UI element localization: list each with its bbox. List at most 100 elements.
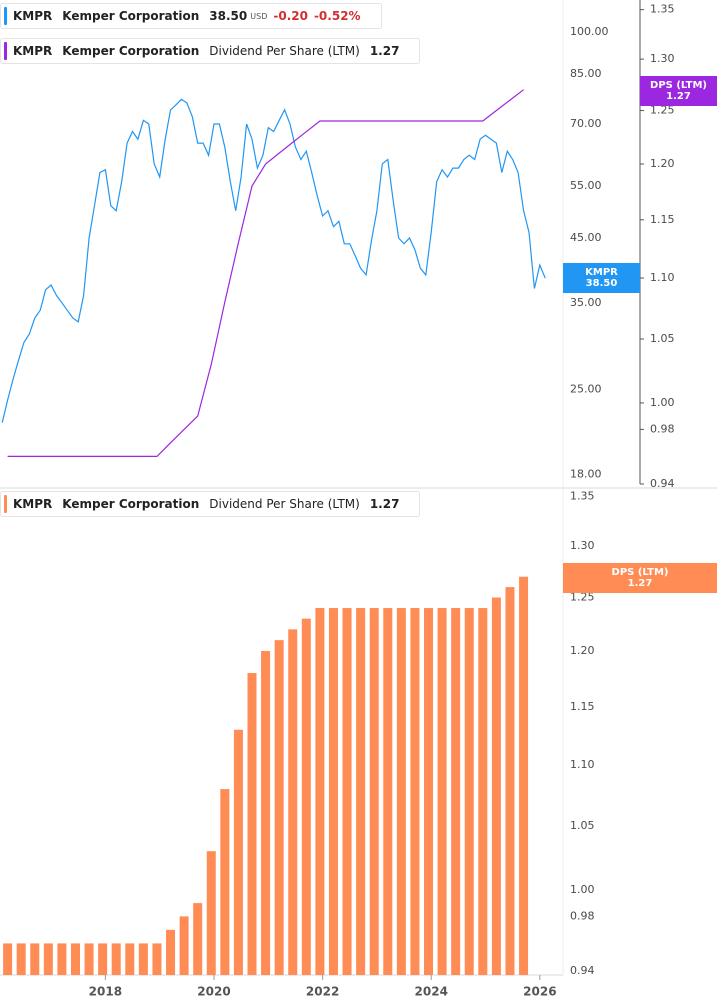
y-tick-label: 70.00: [570, 117, 602, 130]
badge-label: DPS (LTM): [611, 567, 669, 578]
x-tick-label: 2026: [523, 985, 556, 999]
bar: [16, 943, 26, 975]
y-tick-label: 55.00: [570, 179, 602, 192]
ticker: KMPR: [13, 9, 53, 23]
y-tick-label: 1.10: [570, 758, 595, 771]
price-legend[interactable]: KMPR Kemper Corporation 38.50 USD -0.20 …: [0, 3, 382, 29]
bar: [288, 629, 298, 975]
bar: [70, 943, 80, 975]
company: Kemper Corporation: [62, 9, 200, 23]
y-tick-label: 1.05: [570, 819, 595, 832]
y-tick-label: 0.94: [570, 964, 595, 977]
y-tick-label: 100.00: [570, 25, 609, 38]
bar: [369, 608, 379, 975]
bar: [247, 673, 257, 975]
y-tick-label: 0.98: [570, 909, 595, 922]
y2-tick-label: 1.30: [650, 52, 675, 65]
y2-tick-label: 0.94: [650, 477, 675, 490]
bar: [111, 943, 121, 975]
bar: [505, 587, 515, 975]
y2-tick-label: 1.35: [650, 3, 675, 16]
bar: [193, 903, 203, 975]
bar: [138, 943, 148, 975]
price-badge: KMPR 38.50: [563, 263, 640, 293]
bar: [342, 608, 352, 975]
currency: USD: [250, 11, 268, 21]
last-value: 1.27: [369, 44, 400, 58]
bar: [166, 929, 176, 975]
dps-badge: DPS (LTM) 1.27: [640, 76, 717, 106]
y-tick-label: 25.00: [570, 383, 602, 396]
bar: [356, 608, 366, 975]
x-tick-label: 2020: [197, 985, 230, 999]
series-line: [7, 89, 524, 457]
bar: [328, 608, 338, 975]
bar: [233, 729, 243, 975]
bar: [451, 608, 461, 975]
dps-bar-badge: DPS (LTM) 1.27: [563, 563, 717, 593]
bar: [315, 608, 325, 975]
y-tick-label: 45.00: [570, 231, 602, 244]
bar: [30, 943, 40, 975]
dps-bar-legend[interactable]: KMPR Kemper Corporation Dividend Per Sha…: [0, 491, 421, 517]
y2-tick-label: 1.05: [650, 332, 675, 345]
bar: [84, 943, 94, 975]
badge-value: 38.50: [585, 278, 618, 289]
company: Kemper Corporation: [62, 497, 200, 511]
bar: [301, 618, 311, 975]
y-tick-label: 18.00: [570, 467, 602, 480]
metric: Dividend Per Share (LTM): [209, 44, 360, 58]
y-tick-label: 1.35: [570, 490, 595, 503]
bar: [383, 608, 393, 975]
bar: [43, 943, 53, 975]
y-tick-label: 85.00: [570, 67, 602, 80]
ticker: KMPR: [13, 497, 53, 511]
legend-color: [4, 42, 7, 60]
bar: [261, 651, 271, 975]
bar: [125, 943, 135, 975]
change: -0.20: [273, 9, 308, 23]
bar: [491, 597, 501, 975]
bar: [57, 943, 67, 975]
bar: [519, 576, 529, 975]
y2-tick-label: 0.98: [650, 422, 675, 435]
y2-tick-label: 1.20: [650, 157, 675, 170]
bar: [396, 608, 406, 975]
bar: [3, 943, 13, 975]
legend-color: [4, 7, 7, 25]
dps-legend[interactable]: KMPR Kemper Corporation Dividend Per Sha…: [0, 38, 421, 64]
bar: [98, 943, 108, 975]
y-tick-label: 1.20: [570, 644, 595, 657]
bar: [179, 916, 189, 975]
x-tick-label: 2024: [415, 985, 448, 999]
bar: [410, 608, 420, 975]
y-tick-label: 1.15: [570, 700, 595, 713]
y2-tick-label: 1.00: [650, 396, 675, 409]
bar: [220, 789, 230, 975]
y2-tick-label: 1.15: [650, 213, 675, 226]
y2-tick-label: 1.10: [650, 271, 675, 284]
bar: [152, 943, 162, 975]
bar: [424, 608, 434, 975]
y-tick-label: 1.00: [570, 883, 595, 896]
series-line: [1, 98, 546, 423]
bar: [206, 851, 216, 975]
legend-color: [4, 495, 7, 513]
last-price: 38.50: [209, 9, 248, 23]
y-tick-label: 35.00: [570, 296, 602, 309]
y-tick-label: 1.25: [570, 591, 595, 604]
change-percent: -0.52%: [313, 9, 361, 23]
x-tick-label: 2022: [306, 985, 339, 999]
badge-label: KMPR: [585, 267, 618, 278]
company: Kemper Corporation: [62, 44, 200, 58]
y2-tick-label: 1.25: [650, 104, 675, 117]
badge-value: 1.27: [666, 91, 691, 102]
x-tick-label: 2018: [89, 985, 122, 999]
y-tick-label: 1.30: [570, 539, 595, 552]
bar: [274, 640, 284, 975]
bar: [478, 608, 488, 975]
badge-value: 1.27: [627, 578, 653, 589]
badge-label: DPS (LTM): [650, 80, 707, 91]
